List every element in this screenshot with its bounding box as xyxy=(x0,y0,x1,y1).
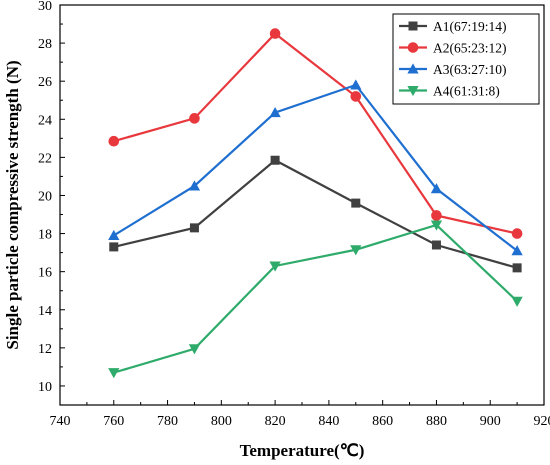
data-point-circle xyxy=(431,210,442,221)
data-point-triangle-down xyxy=(430,220,443,231)
data-point-triangle-down xyxy=(407,86,419,97)
data-point-square xyxy=(270,155,280,165)
legend: A1(67:19:14) A2(65:23:12) A3(63:27:10) A4(6… xyxy=(392,13,540,105)
x-tick-label: 920 xyxy=(534,414,550,429)
x-tick-label: 860 xyxy=(372,414,393,429)
data-point-square xyxy=(408,21,418,31)
series-line xyxy=(113,83,518,252)
y-tick-label: 18 xyxy=(38,228,52,243)
x-tick-label: 780 xyxy=(157,414,178,429)
y-axis: 10 12 14 16 18 20 22 24 26 28 30 xyxy=(38,0,65,395)
y-tick-label: 20 xyxy=(38,189,52,204)
data-point-triangle-down xyxy=(511,296,523,307)
x-tick-label: 740 xyxy=(50,414,71,429)
series-line xyxy=(113,223,518,374)
x-tick-label: 820 xyxy=(265,414,286,429)
data-point-triangle-up xyxy=(430,183,443,194)
x-tick-label: 880 xyxy=(426,414,447,429)
x-tick-label: 760 xyxy=(103,414,124,429)
data-point-triangle-down xyxy=(188,344,201,355)
data-point-triangle-up xyxy=(188,180,201,191)
y-tick-label: 14 xyxy=(38,304,52,319)
data-point-triangle-down xyxy=(350,245,362,256)
x-tick-label: 900 xyxy=(480,414,501,429)
series-line xyxy=(113,32,518,235)
x-tick-label: 800 xyxy=(211,414,232,429)
data-point-triangle-down xyxy=(269,261,281,272)
data-point-square xyxy=(512,263,522,273)
data-point-triangle-up xyxy=(269,106,281,118)
data-point-square xyxy=(351,198,361,208)
data-point-circle xyxy=(269,28,281,39)
y-axis-title: Single particle compressive strength (N) xyxy=(3,60,22,349)
y-tick-label: 28 xyxy=(38,37,52,52)
series-1 xyxy=(109,155,522,273)
data-point-triangle-down xyxy=(108,368,120,379)
legend-label: A4(61:31:8) xyxy=(433,84,500,99)
data-point-triangle-up xyxy=(350,79,362,90)
legend-label: A3(63:27:10) xyxy=(433,62,507,77)
series-3 xyxy=(108,79,523,256)
y-tick-label: 10 xyxy=(38,380,52,395)
x-tick-label: 840 xyxy=(318,414,339,429)
data-point-square xyxy=(109,242,119,252)
data-point-circle xyxy=(407,42,419,53)
x-axis: 740 760 780 800 820 840 860 880 900 920 xyxy=(50,400,550,429)
data-point-circle xyxy=(511,228,523,239)
y-tick-label: 26 xyxy=(38,75,52,90)
series-4 xyxy=(108,220,523,379)
y-tick-label: 22 xyxy=(38,151,52,166)
data-point-circle xyxy=(189,113,200,124)
data-point-square xyxy=(431,240,441,250)
x-axis-title: Temperature(℃) xyxy=(240,441,365,460)
legend-label: A1(67:19:14) xyxy=(433,19,507,34)
y-tick-label: 12 xyxy=(38,342,52,357)
y-tick-label: 30 xyxy=(38,0,52,14)
data-point-triangle-up xyxy=(108,229,120,240)
data-point-circle xyxy=(350,91,362,102)
y-tick-label: 24 xyxy=(38,113,52,128)
data-point-circle xyxy=(108,135,120,147)
data-point-triangle-up xyxy=(511,245,523,256)
series-2 xyxy=(108,28,523,239)
data-point-square xyxy=(189,223,199,233)
data-point-triangle-up xyxy=(407,63,419,74)
legend-label: A2(65:23:12) xyxy=(433,41,507,56)
y-tick-label: 16 xyxy=(38,266,52,281)
series-line xyxy=(113,158,518,269)
series-layer xyxy=(108,28,523,379)
